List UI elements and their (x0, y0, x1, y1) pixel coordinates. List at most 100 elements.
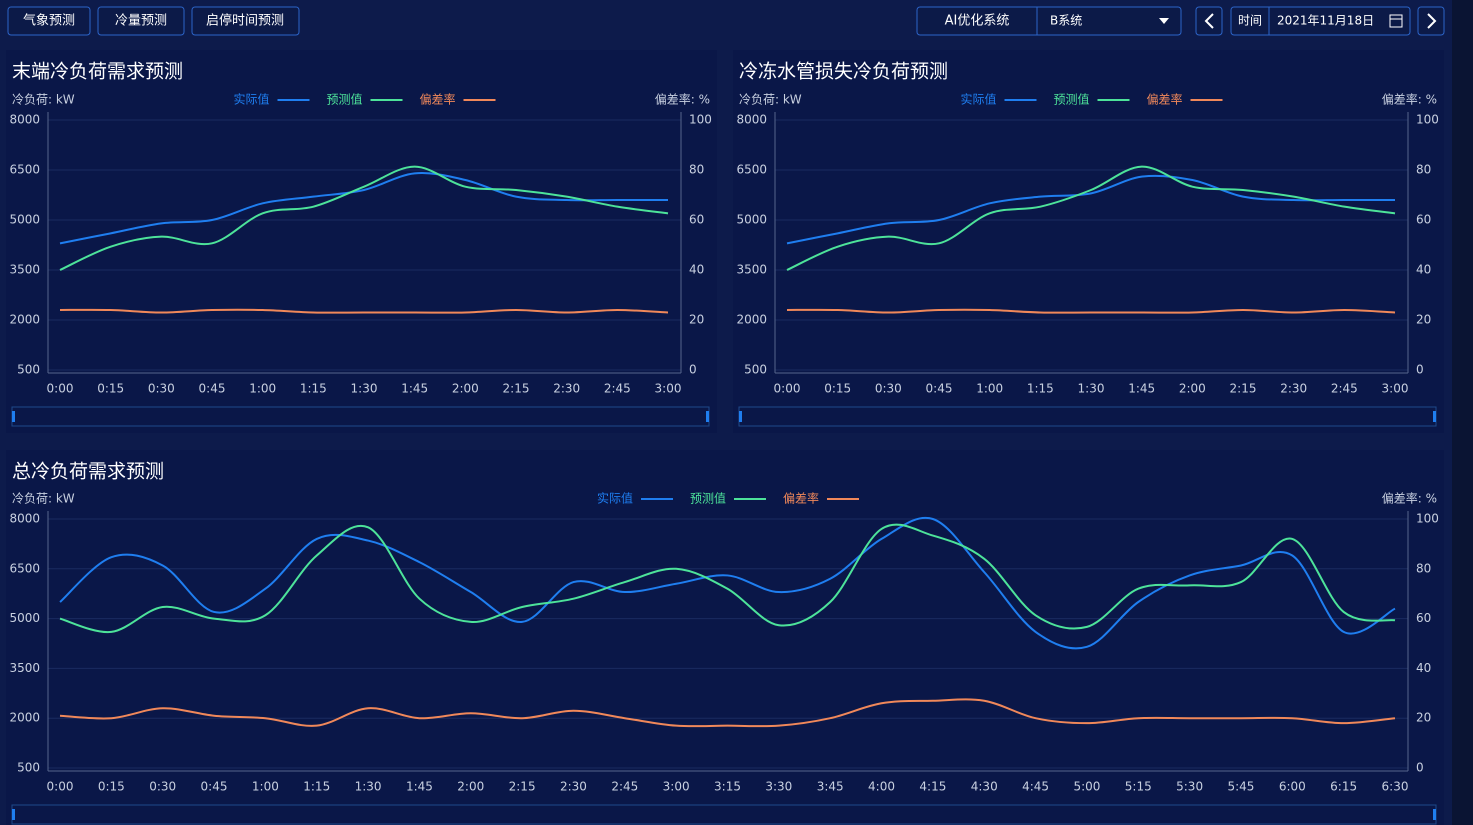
x-tick-label: 5:00 (1073, 780, 1100, 794)
panel (6, 450, 1444, 825)
x-tick-label: 2:00 (1179, 382, 1206, 396)
legend-label: 预测值 (1054, 92, 1090, 107)
date-picker[interactable]: 时间 2021年11月18日 (1230, 6, 1411, 36)
y-tick-label: 8000 (9, 512, 40, 526)
x-tick-label: 6:15 (1330, 780, 1357, 794)
y-tick-label: 6500 (9, 561, 40, 575)
series-line (786, 174, 1395, 245)
x-tick-label: 6:30 (1382, 780, 1409, 794)
slider-handle (12, 411, 15, 422)
y2-axis-label: 偏差率: % (1382, 491, 1437, 506)
panel (6, 50, 717, 433)
legend-label: 实际值 (961, 92, 997, 107)
button-frame (1195, 6, 1223, 36)
date-label: 时间 (1238, 14, 1262, 28)
next-button[interactable] (1417, 6, 1445, 36)
x-tick-label: 2:15 (1230, 382, 1257, 396)
series-line (59, 165, 669, 271)
series-line (786, 165, 1396, 271)
y-tick-label: 500 (744, 363, 767, 377)
y-axis-label: 冷负荷: kW (12, 492, 75, 506)
x-tick-label: 0:30 (149, 780, 176, 794)
button-frame (97, 6, 185, 36)
x-tick-label: 3:00 (655, 382, 682, 396)
y-tick-label: 3500 (9, 661, 40, 675)
y-tick-label: 3500 (736, 263, 767, 277)
x-tick-label: 6:00 (1279, 780, 1306, 794)
y2-tick-label: 40 (1416, 661, 1431, 675)
x-tick-label: 1:15 (1027, 382, 1054, 396)
y-tick-label: 2000 (736, 313, 767, 327)
x-tick-label: 1:45 (401, 382, 428, 396)
picker-frame (1230, 6, 1411, 36)
x-tick-label: 5:15 (1125, 780, 1152, 794)
x-tick-label: 4:30 (971, 780, 998, 794)
x-tick-label: 2:00 (452, 382, 479, 396)
x-tick-label: 2:15 (509, 780, 536, 794)
x-tick-label: 3:00 (1382, 382, 1409, 396)
button-label: 启停时间预测 (206, 13, 284, 29)
slider-handle (739, 411, 742, 422)
series-line (59, 308, 669, 314)
chart-title: 末端冷负荷需求预测 (12, 61, 183, 83)
button-label: 气象预测 (23, 13, 75, 29)
x-tick-label: 5:30 (1176, 780, 1203, 794)
system-selector[interactable]: AI优化系统 B系统 (916, 6, 1182, 36)
x-tick-label: 0:45 (201, 780, 228, 794)
button-frame (1417, 6, 1445, 36)
x-tick-label: 2:30 (560, 780, 587, 794)
y2-tick-label: 0 (1416, 761, 1424, 775)
dropdown-arrow (1159, 18, 1169, 24)
y2-tick-label: 20 (689, 313, 704, 327)
y2-tick-label: 100 (689, 113, 712, 127)
series-line (786, 308, 1396, 314)
y2-tick-label: 0 (689, 363, 697, 377)
x-tick-label: 0:45 (926, 382, 953, 396)
button-label: 冷量预测 (115, 14, 167, 29)
x-tick-label: 2:15 (503, 382, 530, 396)
calendar-icon (1389, 14, 1403, 28)
y-tick-label: 6500 (9, 163, 40, 177)
scrollbar (1452, 0, 1473, 825)
x-tick-label: 3:00 (663, 780, 690, 794)
tab-button[interactable]: 启停时间预测 (191, 6, 300, 36)
x-tick-label: 0:15 (824, 382, 851, 396)
y2-axis-label: 偏差率: % (1382, 92, 1437, 107)
x-tick-label: 1:30 (351, 382, 378, 396)
panel (733, 50, 1444, 433)
chart-title: 冷冻水管损失冷负荷预测 (739, 61, 948, 83)
y2-tick-label: 40 (1416, 263, 1431, 277)
y-tick-label: 5000 (9, 611, 40, 625)
y2-tick-label: 60 (1416, 611, 1431, 625)
tab-button[interactable]: 气象预测 (7, 6, 91, 36)
button-frame (7, 6, 91, 36)
legend-label: 预测值 (690, 491, 726, 506)
x-tick-label: 0:00 (774, 382, 801, 396)
x-tick-label: 0:15 (97, 382, 124, 396)
x-tick-label: 0:45 (199, 382, 226, 396)
series-line (59, 523, 1396, 633)
slider-handle (1433, 411, 1436, 422)
x-tick-label: 2:30 (553, 382, 580, 396)
x-tick-label: 2:30 (1280, 382, 1307, 396)
y-tick-label: 8000 (736, 113, 767, 127)
y2-tick-label: 80 (1416, 561, 1431, 575)
x-tick-label: 1:00 (252, 780, 279, 794)
legend-label: 实际值 (597, 491, 633, 506)
y2-tick-label: 100 (1416, 113, 1439, 127)
x-tick-label: 1:00 (976, 382, 1003, 396)
y-tick-label: 5000 (736, 213, 767, 227)
prev-button[interactable] (1195, 6, 1223, 36)
y-tick-label: 500 (17, 363, 40, 377)
x-tick-label: 4:00 (868, 780, 895, 794)
selector-frame (916, 6, 1182, 36)
x-tick-label: 1:00 (249, 382, 276, 396)
slider-handle (1433, 809, 1436, 820)
y2-tick-label: 100 (1416, 512, 1439, 526)
y2-tick-label: 60 (1416, 213, 1431, 227)
tab-button[interactable]: 冷量预测 (97, 6, 185, 36)
x-tick-label: 4:15 (919, 780, 946, 794)
x-tick-label: 1:45 (1128, 382, 1155, 396)
